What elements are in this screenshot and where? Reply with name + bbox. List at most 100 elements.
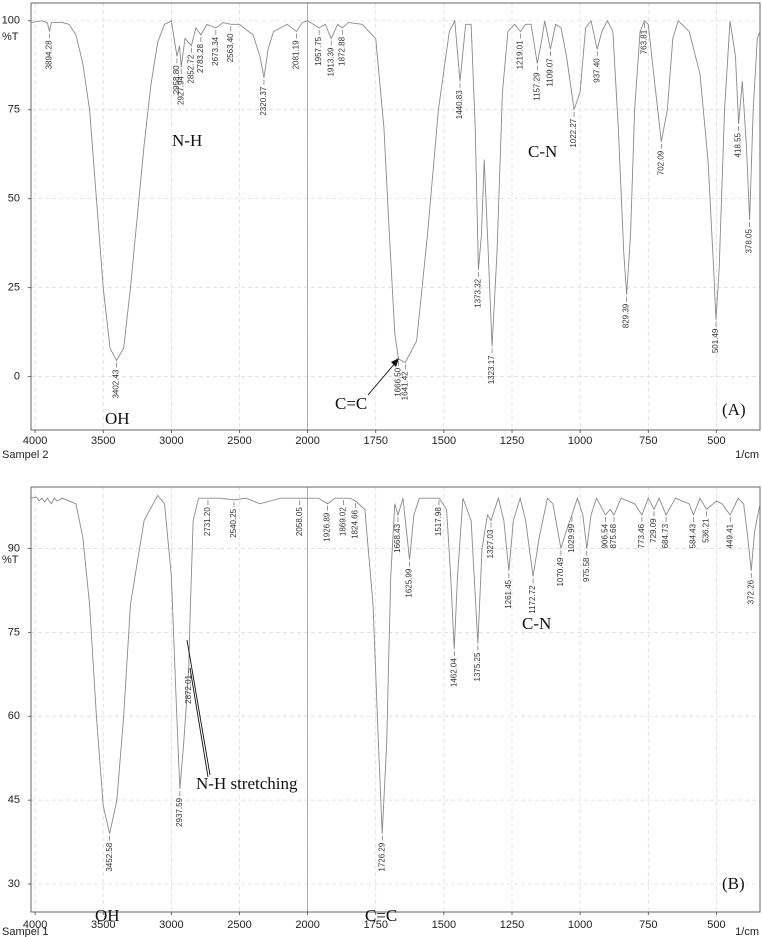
x-tick-label: 3500 bbox=[91, 435, 115, 447]
peak-label: 372.26 bbox=[746, 579, 755, 604]
y-axis-label: %T bbox=[2, 31, 19, 43]
x-tick-label: 4000 bbox=[23, 435, 47, 447]
plot-frame bbox=[30, 2, 761, 431]
peak-label: 937.40 bbox=[592, 58, 601, 83]
peak-label: 3402.43 bbox=[112, 369, 121, 398]
band-annotation: OH bbox=[95, 906, 120, 925]
corner-label: (B) bbox=[722, 874, 745, 893]
peak-label: 729.09 bbox=[649, 518, 658, 543]
y-tick-label: 90 bbox=[8, 542, 20, 554]
annotation-pointer bbox=[189, 667, 209, 778]
y-tick-label: 25 bbox=[8, 282, 20, 294]
peak-label: 1172.72 bbox=[528, 585, 537, 614]
band-annotation: C-N bbox=[522, 614, 551, 633]
x-tick-label: 500 bbox=[707, 435, 725, 447]
x-tick-label: 1250 bbox=[500, 919, 524, 931]
band-annotation: C=C bbox=[335, 394, 367, 413]
y-tick-label: 45 bbox=[8, 794, 20, 806]
x-unit-label: 1/cm bbox=[735, 926, 759, 937]
x-tick-label: 2500 bbox=[227, 919, 251, 931]
x-tick-label: 1000 bbox=[568, 919, 592, 931]
peak-label: 1022.27 bbox=[569, 118, 578, 147]
y-tick-label: 75 bbox=[8, 626, 20, 638]
peak-label: 1029.99 bbox=[567, 523, 576, 552]
peak-label: 2320.37 bbox=[259, 86, 268, 115]
peak-label: 1323.17 bbox=[487, 355, 496, 384]
annotation-pointer bbox=[186, 639, 211, 776]
peak-label: 2058.05 bbox=[295, 507, 304, 536]
x-tick-label: 500 bbox=[707, 919, 725, 931]
peak-label: 684.73 bbox=[661, 523, 670, 548]
x-tick-label: 3000 bbox=[159, 919, 183, 931]
peak-label: 418.55 bbox=[734, 132, 743, 157]
peak-label: 1869.02 bbox=[338, 507, 347, 536]
arrow-head bbox=[391, 358, 399, 367]
spectrum-line bbox=[30, 19, 761, 363]
y-tick-label: 50 bbox=[8, 193, 20, 205]
corner-label: (A) bbox=[722, 400, 746, 419]
peak-label: 1157.29 bbox=[532, 72, 541, 101]
x-tick-label: 2500 bbox=[227, 435, 251, 447]
peak-label: 378.05 bbox=[745, 229, 754, 254]
peak-label: 2731.20 bbox=[203, 507, 212, 536]
peak-label: 1219.01 bbox=[516, 40, 525, 69]
x-tick-label: 1500 bbox=[432, 919, 456, 931]
peak-label: 1327.03 bbox=[486, 529, 495, 558]
peak-label: 1926.89 bbox=[323, 512, 332, 541]
peak-label: 3894.28 bbox=[45, 40, 54, 69]
band-annotation: N-H bbox=[172, 131, 202, 150]
peak-label: 2081.19 bbox=[292, 40, 301, 69]
y-tick-label: 100 bbox=[2, 15, 20, 27]
sample-label: Sampel 2 bbox=[2, 449, 48, 461]
x-tick-label: 2000 bbox=[295, 919, 319, 931]
peak-label: 1957.75 bbox=[314, 36, 323, 65]
y-tick-label: 60 bbox=[8, 710, 20, 722]
x-tick-label: 750 bbox=[639, 919, 657, 931]
x-tick-label: 1000 bbox=[568, 435, 592, 447]
plot-frame bbox=[30, 486, 761, 913]
peak-label: 1109.07 bbox=[546, 58, 555, 87]
x-unit-label: 1/cm bbox=[735, 449, 759, 461]
sample-label: Sampel 1 bbox=[2, 926, 48, 937]
peak-label: 2783.28 bbox=[196, 43, 205, 72]
peak-label: 1070.49 bbox=[556, 557, 565, 586]
peak-label: 906.54 bbox=[601, 523, 610, 548]
peak-label: 501.49 bbox=[711, 328, 720, 353]
peak-label: 773.46 bbox=[637, 523, 646, 548]
peak-label: 2673.34 bbox=[211, 36, 220, 65]
x-tick-label: 1500 bbox=[432, 435, 456, 447]
peak-label: 1625.99 bbox=[405, 568, 414, 597]
band-annotation: C=C bbox=[365, 906, 397, 925]
x-tick-label: 1750 bbox=[363, 435, 387, 447]
peak-label: 3452.58 bbox=[105, 842, 114, 871]
peak-label: 1872.88 bbox=[337, 36, 346, 65]
x-tick-label: 3500 bbox=[91, 919, 115, 931]
peak-label: 875.68 bbox=[609, 523, 618, 548]
peak-label: 829.39 bbox=[622, 303, 631, 328]
band-annotation: OH bbox=[105, 409, 130, 428]
y-tick-label: 0 bbox=[14, 371, 20, 383]
peak-label: 1824.66 bbox=[351, 509, 360, 538]
x-tick-label: 2000 bbox=[295, 435, 319, 447]
peak-label: 2563.40 bbox=[226, 33, 235, 62]
peak-label: 1726.29 bbox=[377, 842, 386, 871]
band-annotation: N-H stretching bbox=[196, 774, 298, 793]
peak-label: 763.81 bbox=[640, 29, 649, 54]
y-tick-label: 75 bbox=[8, 104, 20, 116]
peak-label: 975.58 bbox=[582, 557, 591, 582]
peak-label: 449.41 bbox=[725, 523, 734, 548]
peak-label: 2872.01 bbox=[184, 674, 193, 703]
y-axis-label: %T bbox=[2, 554, 19, 566]
x-tick-label: 1250 bbox=[500, 435, 524, 447]
peak-label: 2540.25 bbox=[229, 508, 238, 537]
x-tick-label: 4000 bbox=[23, 919, 47, 931]
band-annotation: C-N bbox=[528, 142, 557, 161]
peak-label: 1440.83 bbox=[455, 90, 464, 119]
peak-label: 536.21 bbox=[702, 518, 711, 543]
peak-label: 702.09 bbox=[656, 150, 665, 175]
peak-label: 584.43 bbox=[688, 523, 697, 548]
peak-label: 1668.43 bbox=[393, 523, 402, 552]
peak-label: 1641.42 bbox=[400, 371, 409, 400]
